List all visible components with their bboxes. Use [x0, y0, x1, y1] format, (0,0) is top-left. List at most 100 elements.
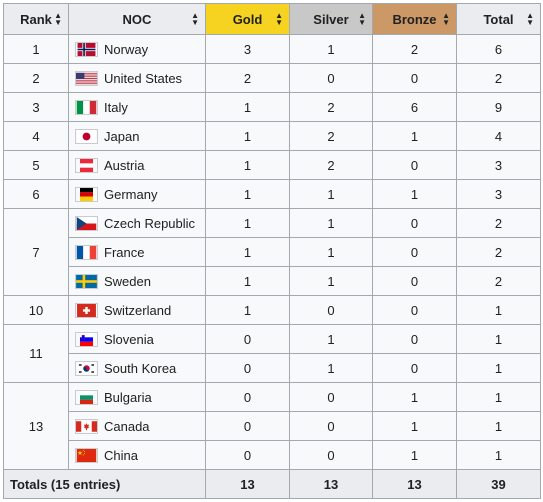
gold-cell: 0: [205, 440, 290, 470]
rank-cell: 4: [3, 121, 69, 151]
silver-cell: 2: [289, 150, 373, 180]
silver-cell: 2: [289, 92, 373, 122]
total-header-label: Total: [483, 11, 514, 27]
table-row: 2 United States 2 0 0 2: [3, 63, 541, 93]
medal-table-body: 1 Norway 3 1 2 6 2 United States 2 0 0 2…: [3, 34, 541, 470]
totals-silver: 13: [289, 469, 373, 499]
silver-cell: 0: [289, 295, 373, 325]
total-cell: 2: [456, 208, 541, 238]
sort-icon[interactable]: ▲ ▼: [442, 11, 450, 27]
total-cell: 3: [456, 179, 541, 209]
totals-label: Totals (15 entries): [3, 469, 206, 499]
noc-cell: Czech Republic: [68, 208, 206, 238]
bronze-cell: 1: [372, 440, 457, 470]
silver-cell: 1: [289, 324, 373, 354]
total-cell: 3: [456, 150, 541, 180]
total-cell: 2: [456, 266, 541, 296]
table-row: Sweden 1 1 0 2: [4, 266, 541, 296]
noc-cell: France: [68, 237, 206, 267]
country-link[interactable]: Switzerland: [104, 303, 172, 319]
country-link[interactable]: Bulgaria: [104, 390, 152, 406]
south-korea-flag-icon: [75, 361, 98, 377]
bronze-cell: 0: [372, 295, 457, 325]
silver-cell: 1: [289, 353, 373, 383]
country-link[interactable]: Italy: [104, 100, 128, 116]
czech-republic-flag-icon: [75, 216, 98, 232]
country-link[interactable]: South Korea: [104, 361, 177, 377]
bronze-column-header[interactable]: Bronze ▲ ▼: [372, 3, 457, 35]
noc-cell: Norway: [68, 34, 206, 64]
silver-cell: 1: [289, 34, 373, 64]
bronze-cell: 0: [372, 208, 457, 238]
total-column-header[interactable]: Total ▲ ▼: [456, 3, 541, 35]
country-link[interactable]: Norway: [104, 42, 149, 58]
china-flag-icon: [75, 448, 98, 464]
noc-column-header[interactable]: NOC ▲ ▼: [68, 3, 206, 35]
noc-cell: Sweden: [68, 266, 206, 296]
rank-cell: 13: [3, 382, 69, 470]
sort-icon[interactable]: ▲ ▼: [275, 11, 283, 27]
france-flag-icon: [75, 245, 98, 261]
silver-cell: 0: [289, 63, 373, 93]
sort-icon[interactable]: ▲ ▼: [526, 11, 534, 27]
silver-column-header[interactable]: Silver ▲ ▼: [289, 3, 373, 35]
total-cell: 1: [456, 295, 541, 325]
austria-flag-icon: [75, 158, 98, 174]
totals-bronze: 13: [372, 469, 457, 499]
sort-icon[interactable]: ▲ ▼: [54, 11, 62, 27]
totals-row: Totals (15 entries) 13 13 13 39: [3, 469, 541, 499]
country-link[interactable]: France: [104, 245, 145, 261]
country-link[interactable]: United States: [104, 71, 183, 87]
gold-cell: 1: [205, 150, 290, 180]
country-link[interactable]: Austria: [104, 158, 145, 174]
rank-cell: 7: [3, 208, 69, 296]
silver-cell: 1: [289, 179, 373, 209]
noc-header-label: NOC: [122, 11, 152, 27]
rank-cell: 1: [3, 34, 69, 64]
table-row: 13 Bulgaria 0 0 1 1: [3, 382, 541, 470]
noc-cell: Germany: [68, 179, 206, 209]
noc-cell: Austria: [68, 150, 206, 180]
country-link[interactable]: Czech Republic: [104, 216, 196, 232]
silver-cell: 0: [289, 440, 373, 470]
country-link[interactable]: Slovenia: [104, 332, 154, 348]
table-row: 10 Switzerland 1 0 0 1: [3, 295, 541, 325]
table-row: 5 Austria 1 2 0 3: [3, 150, 541, 180]
country-link[interactable]: Germany: [104, 187, 158, 203]
table-row: 11 Slovenia 0 1 0 1: [3, 324, 541, 383]
gold-cell: 0: [205, 324, 290, 354]
totals-total: 39: [456, 469, 541, 499]
table-row: 1 Norway 3 1 2 6: [3, 34, 541, 64]
bronze-cell: 0: [372, 266, 457, 296]
country-link[interactable]: China: [104, 448, 138, 464]
bulgaria-flag-icon: [75, 390, 98, 406]
country-link[interactable]: Japan: [104, 129, 140, 145]
header-row: Rank ▲ ▼ NOC ▲ ▼ Gold ▲ ▼ Silver ▲ ▼ Bronze ▲ ▼ To…: [3, 3, 541, 35]
italy-flag-icon: [75, 100, 98, 116]
table-row: 7 Czech Republic 1 1 0 2: [3, 208, 541, 296]
bronze-cell: 0: [372, 237, 457, 267]
rank-column-header[interactable]: Rank ▲ ▼: [3, 3, 69, 35]
table-row: Canada 0 0 1 1: [4, 411, 541, 441]
table-row: 3 Italy 1 2 6 9: [3, 92, 541, 122]
noc-cell: Bulgaria: [68, 382, 206, 412]
sweden-flag-icon: [75, 274, 98, 290]
bronze-cell: 0: [372, 63, 457, 93]
noc-cell: Slovenia: [68, 324, 206, 354]
gold-cell: 1: [205, 295, 290, 325]
sort-icon[interactable]: ▲ ▼: [358, 11, 366, 27]
gold-cell: 1: [205, 92, 290, 122]
rank-cell: 11: [3, 324, 69, 383]
silver-header-label: Silver: [313, 11, 349, 27]
country-link[interactable]: Canada: [104, 419, 150, 435]
gold-cell: 1: [205, 237, 290, 267]
gold-column-header[interactable]: Gold ▲ ▼: [205, 3, 290, 35]
sort-icon[interactable]: ▲ ▼: [191, 11, 199, 27]
bronze-cell: 1: [372, 179, 457, 209]
noc-cell: United States: [68, 63, 206, 93]
total-cell: 1: [456, 382, 541, 412]
total-cell: 1: [456, 440, 541, 470]
country-link[interactable]: Sweden: [104, 274, 151, 290]
noc-cell: South Korea: [68, 353, 206, 383]
bronze-header-label: Bronze: [392, 11, 437, 27]
